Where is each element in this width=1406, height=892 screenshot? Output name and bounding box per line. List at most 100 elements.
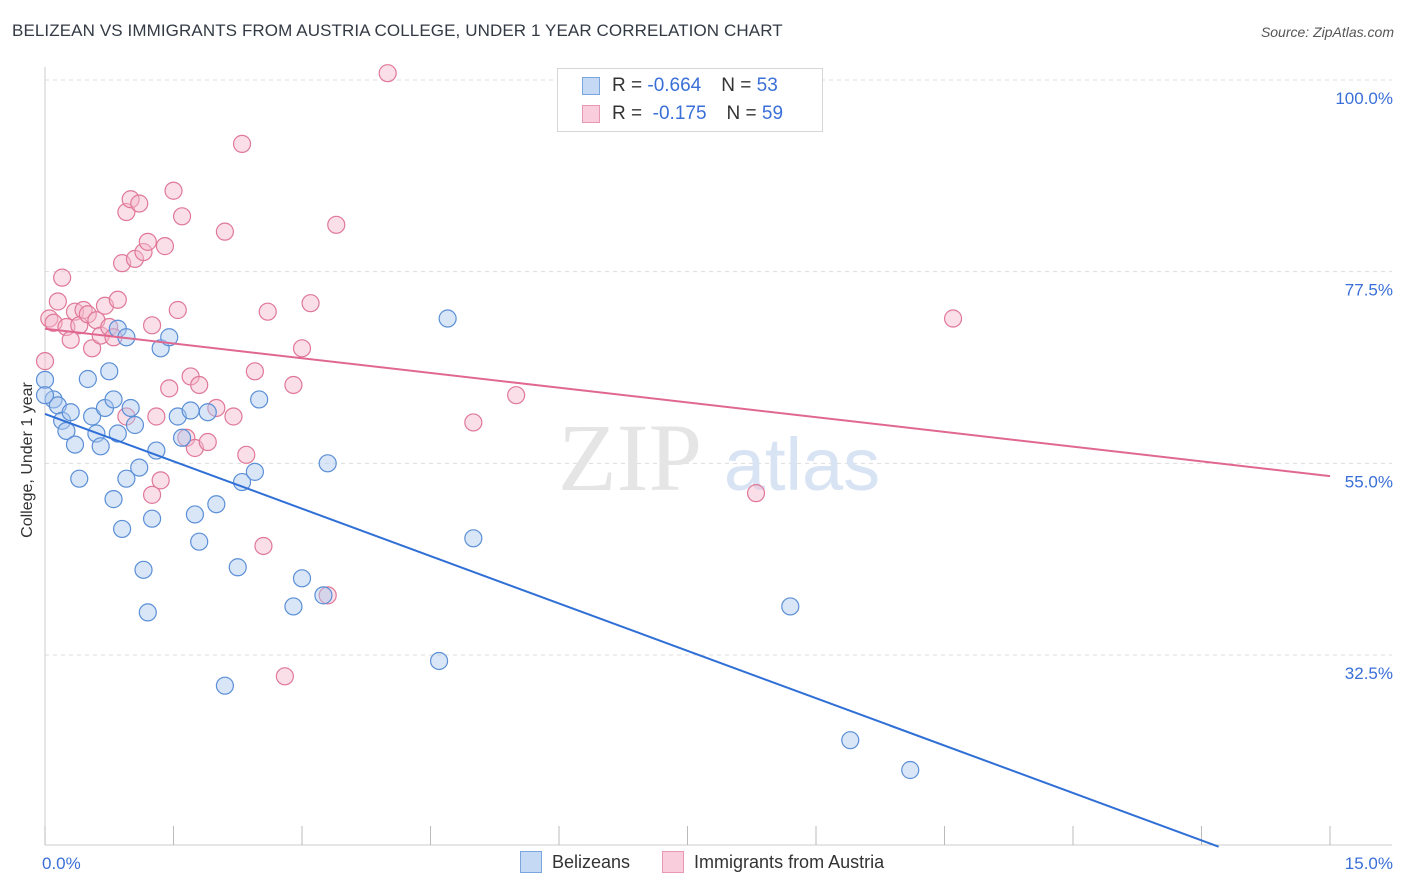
legend-swatch-pink: [662, 851, 685, 873]
data-point-belizean: [100, 362, 119, 381]
data-point-belizean: [35, 386, 55, 405]
data-point-belizean: [250, 390, 269, 409]
data-point-austria: [232, 134, 252, 153]
data-point-belizean: [232, 472, 252, 492]
y-tick-label: 100.0%: [1335, 89, 1393, 108]
legend-row-austria: R = -0.175 N = 59: [582, 102, 783, 126]
data-point-austria: [292, 339, 312, 358]
data-point-belizean: [117, 469, 136, 488]
data-point-belizean: [138, 603, 157, 622]
legend-label-belizeans: Belizeans: [552, 851, 631, 872]
data-point-belizean: [147, 441, 166, 460]
data-point-belizean: [108, 424, 127, 443]
data-point-belizean: [134, 560, 153, 579]
data-point-austria: [327, 215, 346, 234]
data-point-belizean: [185, 505, 205, 524]
watermark-atlas: atlas: [724, 423, 880, 506]
trend-lines: [44, 327, 1331, 848]
watermark-zip: ZIP: [558, 404, 702, 511]
data-point-belizean: [781, 597, 800, 616]
data-point-austria: [464, 413, 483, 432]
data-point-belizean: [142, 509, 162, 528]
data-point-belizean: [198, 403, 217, 422]
data-point-austria: [318, 586, 337, 605]
series-belizeans-points: [35, 309, 920, 780]
data-point-austria: [168, 300, 187, 320]
data-point-austria: [142, 485, 162, 504]
series-austria-points: [35, 64, 963, 686]
watermark: ZIP atlas: [558, 404, 880, 511]
data-point-austria: [943, 309, 963, 328]
data-point-belizean: [228, 558, 247, 577]
x-tick-label: 15.0%: [1345, 854, 1393, 873]
data-point-belizean: [190, 532, 209, 551]
y-tick-label: 55.0%: [1345, 472, 1393, 491]
axes: [44, 67, 1392, 846]
data-point-austria: [48, 292, 67, 311]
data-point-austria: [284, 375, 303, 395]
data-point-austria: [258, 302, 277, 321]
data-point-belizean: [284, 597, 303, 616]
legend-item-austria: Immigrants from Austria: [662, 851, 884, 873]
y-tick-label: 77.5%: [1345, 281, 1393, 300]
data-point-austria: [151, 471, 170, 490]
data-point-austria: [164, 181, 183, 200]
trend-line-belizeans: [44, 412, 1219, 848]
legend-r-label: R =: [612, 103, 648, 124]
correlation-legend: R = -0.664 N = 53 R = -0.175 N = 59: [557, 68, 823, 132]
legend-swatch-blue: [582, 77, 600, 95]
data-point-belizean: [292, 569, 312, 588]
data-point-austria: [198, 432, 217, 452]
chart-title: BELIZEAN VS IMMIGRANTS FROM AUSTRIA COLL…: [12, 21, 783, 40]
data-point-austria: [190, 375, 209, 395]
data-point-belizean: [429, 651, 449, 671]
trend-line-austria: [44, 327, 1331, 478]
legend-r-value: -0.664: [647, 75, 702, 96]
data-point-belizean: [245, 462, 264, 481]
data-point-austria: [172, 207, 192, 226]
data-point-austria: [215, 222, 234, 241]
data-point-belizean: [314, 586, 333, 605]
data-point-belizean: [125, 415, 145, 435]
data-point-austria: [275, 667, 294, 686]
legend-swatch-pink: [582, 105, 600, 123]
data-point-belizean: [841, 731, 860, 750]
data-point-austria: [147, 407, 166, 426]
data-point-austria: [254, 536, 273, 556]
data-point-belizean: [318, 454, 337, 473]
y-tick-label: 32.5%: [1345, 664, 1393, 683]
data-point-belizean: [104, 490, 123, 509]
data-point-austria: [108, 290, 127, 309]
data-point-belizean: [464, 529, 483, 548]
data-point-belizean: [61, 403, 80, 422]
x-tick-label: 0.0%: [42, 854, 81, 873]
data-point-belizean: [78, 369, 97, 389]
data-point-belizean: [130, 458, 149, 477]
data-point-austria: [224, 407, 243, 426]
data-point-austria: [746, 484, 766, 503]
legend-n-value: 53: [756, 75, 778, 96]
data-point-belizean: [438, 309, 457, 328]
data-point-austria: [134, 242, 153, 262]
data-point-austria: [160, 379, 179, 398]
data-point-austria: [155, 237, 175, 256]
tick-labels: 32.5% 55.0% 77.5% 100.0% 0.0% 15.0%: [42, 89, 1393, 873]
data-point-austria: [507, 386, 526, 405]
legend-n-label: N =: [721, 75, 757, 96]
y-axis-label: College, Under 1 year: [19, 382, 36, 538]
data-point-belizean: [83, 407, 102, 426]
data-point-austria: [83, 339, 102, 358]
data-point-belizean: [65, 435, 85, 454]
grid-lines: [45, 79, 1392, 656]
data-point-belizean: [181, 401, 200, 420]
source-label: Source: ZipAtlas.com: [1260, 24, 1394, 40]
legend-n-label: N =: [726, 103, 762, 124]
data-point-belizean: [70, 469, 89, 488]
data-point-austria: [301, 294, 320, 313]
data-point-belizean: [112, 519, 132, 539]
legend-r-value: -0.175: [647, 103, 707, 124]
data-point-belizean: [104, 390, 123, 409]
legend-label-austria: Immigrants from Austria: [694, 851, 885, 872]
data-point-belizean: [207, 495, 226, 514]
